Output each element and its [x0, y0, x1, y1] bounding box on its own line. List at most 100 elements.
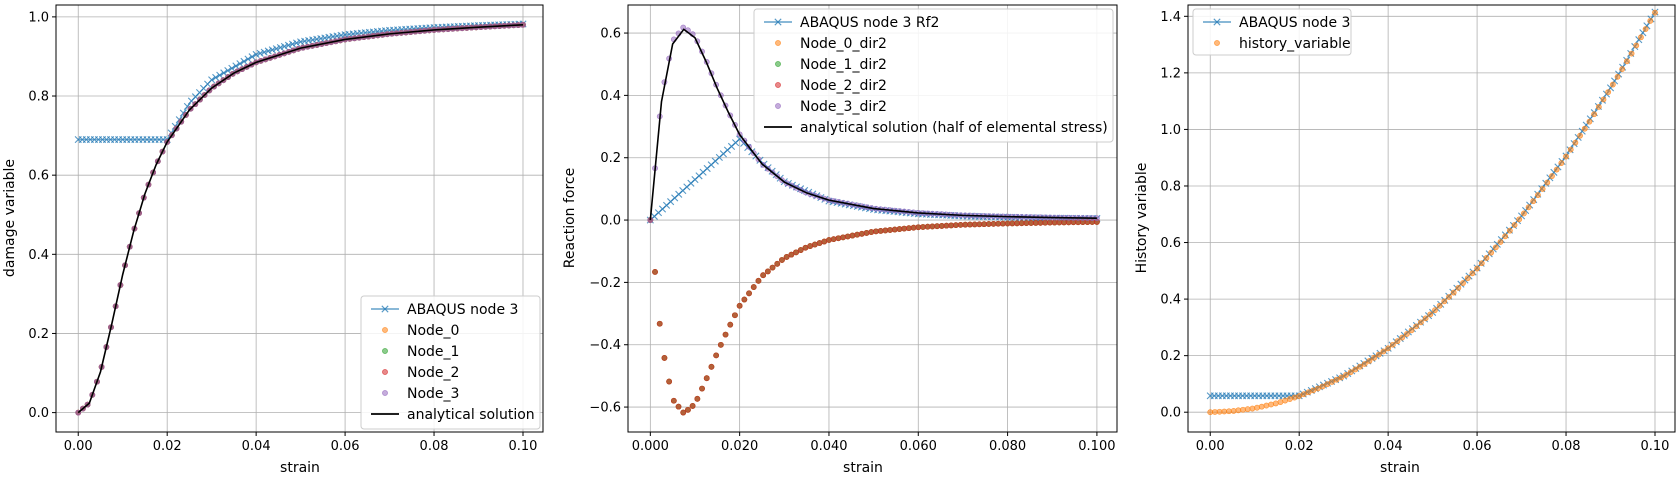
- data-point: [769, 264, 776, 271]
- y-tick-label: 1.4: [1160, 10, 1181, 25]
- y-tick-label: 0.6: [600, 27, 621, 42]
- data-point: [1385, 345, 1392, 352]
- data-point: [1483, 255, 1490, 261]
- data-point: [1492, 244, 1499, 251]
- data-point: [1371, 354, 1377, 361]
- data-point: [1521, 210, 1527, 217]
- data-point: [1525, 204, 1532, 211]
- legend-marker: [775, 40, 781, 46]
- data-point: [675, 403, 682, 410]
- data-point: [1399, 334, 1406, 341]
- x-tick-label: 0.06: [331, 439, 360, 454]
- series-line: [1210, 11, 1656, 397]
- data-point: [1432, 307, 1438, 314]
- data-point: [1394, 338, 1401, 345]
- data-point: [1408, 327, 1415, 334]
- history-chart-xlabel: strain: [1380, 460, 1420, 476]
- legend-label: ABAQUS node 3 Rf2: [800, 15, 939, 31]
- x-tick-label: 0.10: [1641, 439, 1670, 454]
- data-point: [764, 268, 771, 275]
- data-point: [1254, 404, 1260, 411]
- data-point: [774, 260, 781, 267]
- data-point: [1244, 406, 1251, 413]
- data-point: [736, 302, 743, 309]
- data-point: [1586, 118, 1593, 125]
- x-tick-label: 0.00: [64, 439, 93, 454]
- x-tick-label: 0.060: [900, 439, 937, 454]
- x-tick-label: 0.000: [632, 439, 669, 454]
- legend-label: analytical solution: [407, 407, 535, 423]
- data-point: [1633, 42, 1640, 49]
- legend-label: Node_3: [407, 386, 459, 402]
- data-point: [1567, 146, 1574, 153]
- x-tick-label: 0.080: [989, 439, 1026, 454]
- history-chart: strain History variable 0.00 0.02 0.04 0.06…: [1134, 4, 1676, 476]
- legend-marker: [1214, 40, 1220, 46]
- x-tick-label: 0.04: [242, 439, 271, 454]
- data-point: [1600, 96, 1607, 103]
- data-point: [1652, 9, 1658, 16]
- data-point: [783, 254, 790, 260]
- x-tick-label: 0.04: [1374, 439, 1403, 454]
- x-tick-label: 0.10: [509, 439, 538, 454]
- series-line: [78, 23, 524, 141]
- x-tick-label: 0.100: [1078, 439, 1115, 454]
- y-tick-label: 0.8: [28, 90, 49, 105]
- data-point: [1497, 239, 1504, 245]
- legend-marker: [382, 369, 388, 375]
- data-point: [1240, 406, 1246, 413]
- data-point: [666, 378, 673, 385]
- data-point: [1249, 405, 1256, 412]
- data-point: [882, 227, 889, 234]
- legend-label: Node_3_dir2: [800, 99, 887, 115]
- data-point: [1609, 81, 1616, 88]
- y-tick-label: −0.4: [589, 338, 621, 353]
- analytical-solution-line: [77, 23, 524, 414]
- y-tick-label: 0.8: [1160, 179, 1181, 194]
- history-chart-ylabel: History variable: [1134, 163, 1150, 274]
- data-point: [1230, 408, 1237, 414]
- x-tick-label: 0.00: [1196, 439, 1225, 454]
- data-point: [844, 233, 851, 240]
- data-point: [1530, 198, 1537, 205]
- data-point: [1623, 58, 1630, 65]
- data-point: [779, 257, 785, 263]
- reaction-chart-ylabel: Reaction force: [562, 168, 578, 269]
- data-point: [1581, 125, 1588, 132]
- x-tick-label: 0.06: [1463, 439, 1492, 454]
- data-point: [1516, 216, 1523, 223]
- data-point: [1591, 111, 1598, 118]
- data-point: [1403, 331, 1410, 337]
- legend: ABAQUS node 3 Node_0 Node_1 Node_2 Node_3ana…: [360, 295, 541, 430]
- data-point: [1553, 166, 1560, 173]
- data-point: [694, 395, 701, 402]
- data-point: [877, 228, 884, 234]
- data-point: [868, 229, 875, 235]
- data-point: [727, 321, 734, 328]
- data-point: [910, 224, 917, 231]
- data-point: [661, 355, 668, 361]
- data-point: [1263, 402, 1270, 409]
- data-point: [1324, 381, 1331, 388]
- data-point: [1605, 89, 1612, 96]
- data-point: [1436, 302, 1443, 309]
- data-point: [1441, 298, 1448, 305]
- data-point: [1464, 275, 1471, 282]
- data-point: [713, 352, 720, 359]
- data-point: [873, 228, 879, 235]
- data-point: [1329, 379, 1335, 385]
- legend-label: Node_0: [407, 323, 459, 339]
- data-point: [1628, 50, 1635, 57]
- data-point: [1595, 103, 1602, 110]
- legend-label: analytical solution (half of elemental s…: [800, 120, 1108, 136]
- legend-label: Node_1: [407, 344, 459, 360]
- data-point: [1446, 294, 1452, 300]
- data-point: [1347, 369, 1354, 376]
- legend-marker: [382, 327, 388, 333]
- data-point: [1268, 401, 1274, 408]
- data-point: [887, 227, 893, 233]
- data-point: [699, 385, 705, 392]
- data-point: [1338, 374, 1345, 381]
- data-point: [788, 251, 795, 258]
